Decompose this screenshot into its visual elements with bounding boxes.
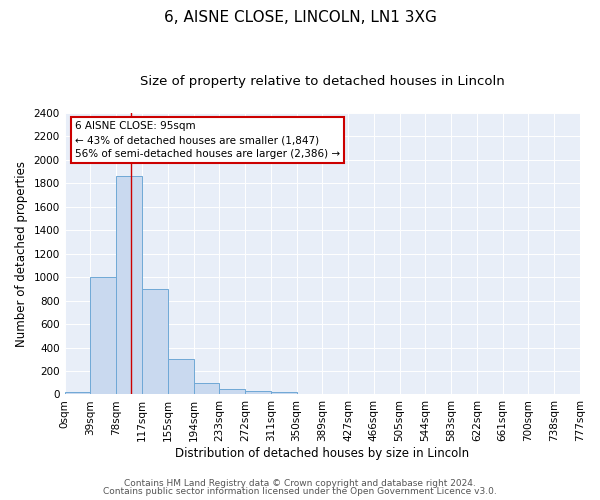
Bar: [116, 176, 142, 394]
Text: Contains HM Land Registry data © Crown copyright and database right 2024.: Contains HM Land Registry data © Crown c…: [124, 478, 476, 488]
Text: 6, AISNE CLOSE, LINCOLN, LN1 3XG: 6, AISNE CLOSE, LINCOLN, LN1 3XG: [164, 10, 436, 25]
Text: 6 AISNE CLOSE: 95sqm
← 43% of detached houses are smaller (1,847)
56% of semi-de: 6 AISNE CLOSE: 95sqm ← 43% of detached h…: [75, 121, 340, 159]
Bar: [142, 289, 168, 395]
Bar: [219, 388, 245, 394]
Bar: [271, 392, 296, 394]
Bar: [168, 359, 193, 394]
X-axis label: Distribution of detached houses by size in Lincoln: Distribution of detached houses by size …: [175, 447, 469, 460]
Bar: [65, 392, 91, 394]
Bar: [193, 382, 219, 394]
Y-axis label: Number of detached properties: Number of detached properties: [15, 160, 28, 346]
Bar: [91, 277, 116, 394]
Title: Size of property relative to detached houses in Lincoln: Size of property relative to detached ho…: [140, 75, 505, 88]
Text: Contains public sector information licensed under the Open Government Licence v3: Contains public sector information licen…: [103, 487, 497, 496]
Bar: [245, 391, 271, 394]
